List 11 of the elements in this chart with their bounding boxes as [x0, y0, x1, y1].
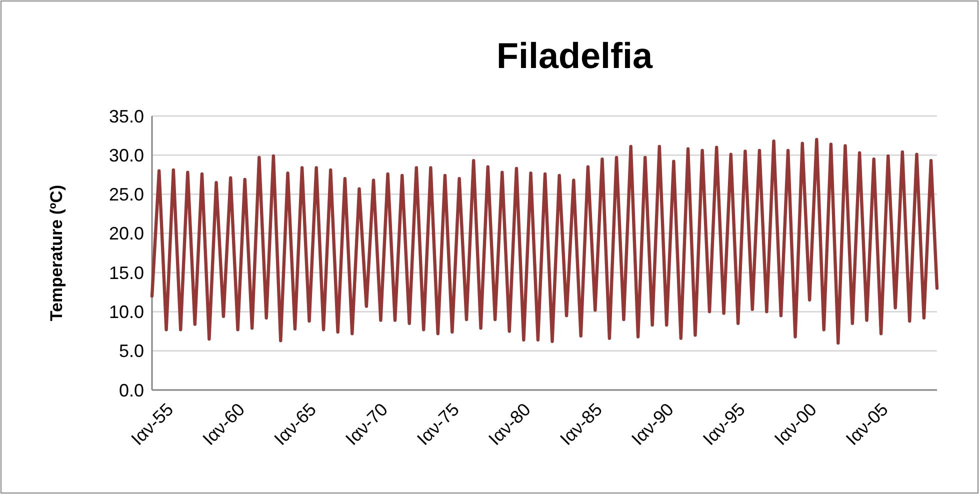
y-axis-title: Temperature (ºC) — [47, 184, 66, 322]
y-tick-label: 20.0 — [108, 224, 144, 244]
y-tick-label: 5.0 — [118, 341, 144, 362]
y-tick-label: 25.0 — [108, 184, 144, 205]
y-tick-label: 15.0 — [108, 262, 144, 283]
y-tick-label: 10.0 — [108, 302, 144, 322]
y-tick-label: 35.0 — [108, 106, 144, 126]
y-tick-label: 0.0 — [118, 380, 144, 400]
y-tick-label: 30.0 — [108, 145, 144, 166]
line-series — [150, 138, 939, 345]
chart-title: Filadelfia — [496, 35, 654, 76]
